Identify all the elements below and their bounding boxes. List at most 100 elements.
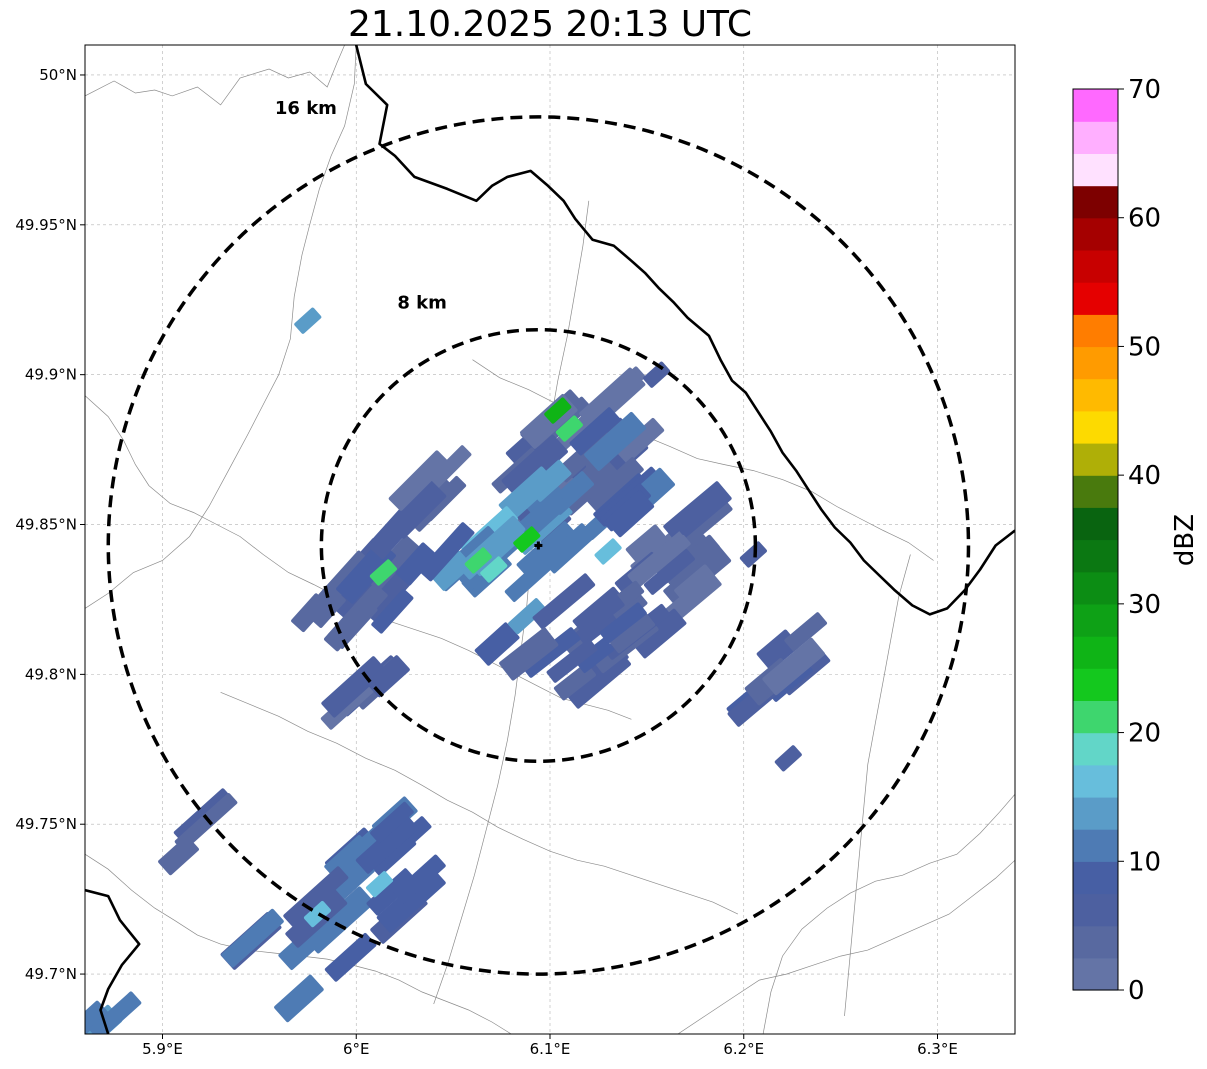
colorbar-tick-label: 20 [1128, 719, 1161, 749]
colorbar-swatch [1073, 153, 1118, 187]
colorbar-swatch [1073, 346, 1118, 380]
colorbar: 0 10 20 30 40 50 60 70 dBZ [1072, 75, 1200, 1006]
echo-cell [158, 835, 199, 876]
colorbar-swatch [1073, 636, 1118, 669]
colorbar-swatch [1073, 410, 1118, 444]
admin-boundary-line [433, 200, 590, 1005]
colorbar-swatch [1073, 571, 1118, 605]
echo-cell [393, 854, 446, 904]
colorbar-tick-label: 0 [1128, 976, 1145, 1006]
echo-cell [739, 541, 767, 568]
echo-cell [513, 526, 541, 553]
echo-cell [355, 814, 419, 874]
echo-cell [498, 466, 556, 521]
echo-cell [774, 745, 802, 772]
echo-cell [174, 793, 238, 852]
colorbar-frame [1072, 88, 1119, 991]
echo-cell [303, 901, 332, 928]
echo-cell [544, 397, 572, 424]
longitude-axis: 5.9°E 6°E 6.1°E 6.2°E 6.3°E [142, 1034, 958, 1058]
admin-boundary-line [677, 859, 1015, 1034]
colorbar-swatch [1073, 700, 1118, 734]
echo-cell [221, 908, 284, 968]
radar-site-marker [534, 541, 543, 550]
y-tick-label: 49.9°N [25, 366, 77, 384]
y-tick-label: 49.75°N [15, 815, 77, 833]
echo-cell [324, 583, 388, 652]
echo-cell [278, 929, 321, 970]
colorbar-swatch [1073, 443, 1118, 476]
echo-cell [632, 608, 687, 659]
national-border-line [354, 45, 1015, 616]
echo-cell [370, 801, 414, 844]
y-tick-label: 49.85°N [15, 516, 77, 534]
colorbar-swatch [1073, 668, 1118, 701]
latitude-axis: 49.7°N 49.75°N 49.8°N 49.85°N 49.9°N 49.95°N 5… [15, 66, 85, 983]
national-borders [85, 45, 1015, 1034]
admin-boundary-line [85, 45, 357, 609]
colorbar-tick-label: 30 [1128, 590, 1161, 620]
echo-cell [516, 521, 578, 579]
echo-cell [569, 407, 621, 456]
colorbar-swatch [1073, 249, 1118, 283]
colorbar-swatch [1073, 893, 1118, 927]
y-tick-label: 49.8°N [25, 665, 77, 683]
echo-cell [369, 559, 397, 586]
colorbar-swatch [1073, 603, 1118, 637]
echo-cell [532, 573, 596, 630]
echo-cell [674, 564, 715, 603]
y-tick-label: 49.7°N [25, 965, 77, 983]
echo-cell [283, 866, 349, 928]
echo-cell [585, 457, 644, 512]
colorbar-swatch [1073, 89, 1118, 122]
echo-cell [89, 991, 142, 1034]
x-tick-label: 6°E [343, 1040, 370, 1058]
colorbar-swatch [1073, 764, 1118, 798]
echo-cell [521, 627, 581, 678]
colorbar-swatch [1073, 121, 1118, 154]
echo-cell [508, 598, 546, 635]
echo-cell [376, 867, 446, 933]
echo-cell [430, 551, 473, 591]
colorbar-tick-label: 70 [1128, 75, 1161, 105]
colorbar-swatch [1073, 829, 1118, 862]
colorbar-tick-label: 40 [1128, 461, 1161, 491]
national-border-line [85, 888, 141, 1034]
colorbar-ticks: 0 10 20 30 40 50 60 70 [1118, 75, 1161, 1006]
x-tick-label: 5.9°E [142, 1040, 183, 1058]
echo-cell [371, 588, 414, 634]
range-ring [106, 115, 971, 976]
echo-cell [546, 638, 598, 683]
admin-boundary-line [762, 793, 1015, 1034]
echo-cell [324, 933, 377, 982]
echo-cell [499, 627, 559, 681]
map-panel[interactable]: 8 km 16 km [64, 44, 1016, 1054]
colorbar-swatch [1073, 925, 1118, 959]
admin-boundary-line [85, 45, 345, 106]
echo-cell [418, 522, 475, 582]
echo-cell [388, 450, 450, 511]
echo-cell [294, 307, 322, 334]
x-tick-label: 6.2°E [723, 1040, 764, 1058]
colorbar-tick-label: 50 [1128, 332, 1161, 362]
echo-cell [673, 489, 724, 535]
y-tick-label: 50°N [39, 66, 77, 84]
echo-cell [643, 549, 695, 595]
range-ring [319, 327, 758, 764]
colorbar-label: dBZ [1170, 514, 1200, 566]
colorbar-swatch [1073, 507, 1118, 541]
colorbar-swatch [1073, 539, 1118, 573]
radar-site-cross [534, 541, 543, 550]
range-ring-labels: 8 km 16 km [275, 98, 447, 314]
echo-cell [616, 417, 665, 464]
y-tick-label: 49.95°N [15, 216, 77, 234]
x-tick-label: 6.1°E [530, 1040, 571, 1058]
figure-title: 21.10.2025 20:13 UTC [348, 4, 752, 45]
echo-cell [625, 524, 666, 562]
echo-cell [366, 868, 417, 916]
echo-cell [541, 523, 595, 574]
echo-cell [574, 637, 615, 673]
colorbar-swatch [1073, 378, 1118, 412]
echo-cell [594, 538, 622, 565]
echo-cell [291, 593, 329, 633]
